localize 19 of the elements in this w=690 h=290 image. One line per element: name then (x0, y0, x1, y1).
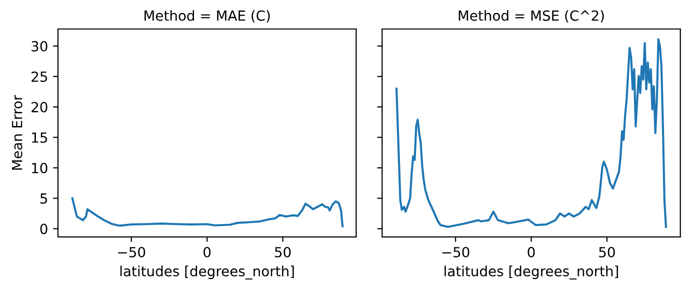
y-tick-label: 15 (32, 132, 48, 143)
chart-title: Method = MAE (C) (144, 10, 270, 22)
chart-title: Method = MSE (C^2) (458, 10, 604, 22)
x-axis-title: latitudes [degrees_north] (120, 266, 294, 280)
y-tick-label: 0 (40, 224, 48, 234)
y-tick-label: 30 (32, 41, 48, 52)
x-tick-label: 50 (274, 246, 291, 258)
x-tick-label: −50 (442, 246, 470, 258)
line-series (71, 197, 344, 228)
y-tick-label: 10 (32, 162, 48, 174)
x-tick-label: 0 (528, 246, 535, 258)
y-tick-label: 20 (32, 102, 48, 112)
x-tick-label: 50 (599, 246, 615, 258)
y-tick-label: 5 (40, 193, 48, 204)
y-tick-label: 25 (32, 71, 48, 82)
x-tick-label: 0 (204, 246, 211, 258)
x-tick-label: −50 (118, 246, 146, 258)
x-axis-title: latitudes [degrees_north] (444, 266, 618, 280)
y-axis-title: Mean Error (12, 94, 22, 170)
